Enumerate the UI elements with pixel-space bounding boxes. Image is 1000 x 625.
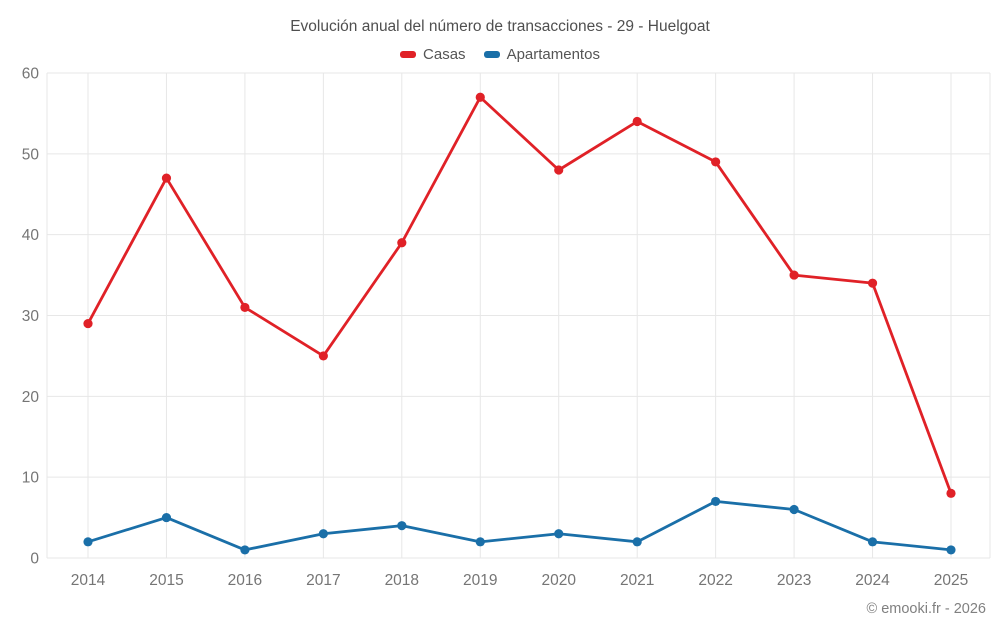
series-line-casas xyxy=(86,95,953,495)
y-tick-label: 10 xyxy=(22,470,40,487)
data-point-apartamentos-2014[interactable] xyxy=(83,537,93,547)
data-point-apartamentos-2017[interactable] xyxy=(318,529,328,539)
x-tick-label: 2024 xyxy=(855,572,890,589)
data-point-apartamentos-2016[interactable] xyxy=(240,545,250,555)
x-tick-label: 2017 xyxy=(306,572,340,589)
y-tick-label: 40 xyxy=(22,227,40,244)
data-point-casas-2018[interactable] xyxy=(397,238,407,248)
x-tick-label: 2015 xyxy=(149,572,183,589)
x-tick-label: 2021 xyxy=(620,572,654,589)
data-point-apartamentos-2022[interactable] xyxy=(711,496,721,507)
y-tick-label: 50 xyxy=(22,146,40,163)
data-point-casas-2015[interactable] xyxy=(161,173,172,183)
data-point-casas-2021[interactable] xyxy=(632,116,642,127)
data-point-casas-2023[interactable] xyxy=(789,270,799,280)
x-tick-label: 2025 xyxy=(934,572,968,589)
data-point-apartamentos-2020[interactable] xyxy=(554,529,564,539)
x-tick-label: 2018 xyxy=(385,572,419,589)
y-tick-label: 60 xyxy=(22,66,40,83)
data-point-apartamentos-2021[interactable] xyxy=(632,537,642,547)
casas-series-marker-icon xyxy=(400,51,417,58)
copyright-credit: © emooki.fr - 2026 xyxy=(866,601,986,617)
x-tick-label: 2019 xyxy=(463,572,497,589)
x-tick-label: 2014 xyxy=(71,572,106,589)
x-tick-label: 2023 xyxy=(777,572,811,589)
data-point-apartamentos-2024[interactable] xyxy=(867,537,878,547)
legend-label-casas: Casas xyxy=(423,46,466,63)
data-point-apartamentos-2019[interactable] xyxy=(475,537,485,547)
data-point-casas-2016[interactable] xyxy=(240,302,250,313)
data-point-apartamentos-2018[interactable] xyxy=(397,521,407,531)
legend-item-casas[interactable]: Casas xyxy=(400,46,466,63)
data-point-apartamentos-2023[interactable] xyxy=(789,504,799,515)
data-point-casas-2022[interactable] xyxy=(711,157,721,167)
data-point-casas-2019[interactable] xyxy=(475,92,485,102)
data-point-casas-2024[interactable] xyxy=(867,278,878,288)
data-point-casas-2014[interactable] xyxy=(83,318,93,329)
series-line-apartamentos xyxy=(86,500,953,552)
data-point-apartamentos-2025[interactable] xyxy=(946,545,956,555)
y-tick-label: 0 xyxy=(30,551,39,568)
chart-legend: Casas Apartamentos xyxy=(0,46,1000,63)
data-point-casas-2017[interactable] xyxy=(318,351,328,361)
x-tick-label: 2020 xyxy=(541,572,576,589)
data-point-apartamentos-2015[interactable] xyxy=(161,512,172,523)
legend-item-apartamentos[interactable]: Apartamentos xyxy=(483,46,600,63)
x-tick-label: 2022 xyxy=(698,572,732,589)
data-point-casas-2025[interactable] xyxy=(946,488,956,498)
y-tick-label: 30 xyxy=(22,308,40,325)
x-tick-label: 2016 xyxy=(228,572,262,589)
y-tick-label: 20 xyxy=(22,389,40,406)
chart-title: Evolución anual del número de transaccio… xyxy=(290,18,710,35)
apartamentos-series-marker-icon xyxy=(483,51,500,58)
legend-label-apartamentos: Apartamentos xyxy=(506,46,600,63)
data-point-casas-2020[interactable] xyxy=(554,165,564,175)
